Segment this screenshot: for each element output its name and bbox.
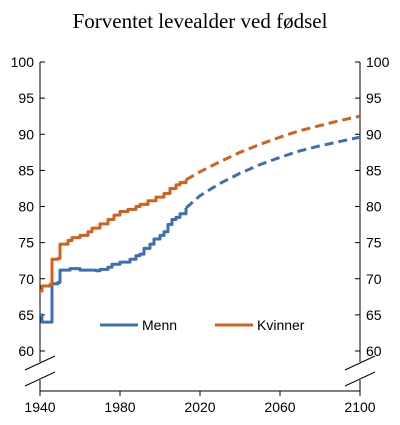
y-tick-label-right: 85 [366, 162, 382, 178]
axis-break-left-lower [24, 371, 56, 387]
series-line-kvinner-historical [40, 179, 188, 293]
x-tick-label: 2060 [264, 399, 295, 415]
x-tick-label: 1940 [24, 399, 55, 415]
series-line-menn-historical [40, 207, 188, 324]
x-tick-label: 2020 [184, 399, 215, 415]
axis-break-right-lower [344, 371, 376, 387]
y-tick-label-left: 85 [18, 162, 34, 178]
x-tick-label: 2100 [344, 399, 375, 415]
x-tick-label: 1980 [104, 399, 135, 415]
axis-break-left-upper [24, 355, 56, 371]
y-tick-label-right: 75 [366, 235, 382, 251]
y-tick-label-right: 80 [366, 199, 382, 215]
y-tick-label-right: 100 [366, 54, 390, 70]
axis-break-right-upper [344, 355, 376, 371]
y-tick-label-right: 70 [366, 271, 382, 287]
y-tick-label-left: 70 [18, 271, 34, 287]
legend-label-menn: Menn [142, 317, 177, 333]
y-tick-label-left: 95 [18, 90, 34, 106]
y-tick-label-left: 90 [18, 126, 34, 142]
y-tick-label-right: 90 [366, 126, 382, 142]
series-line-menn-projection [185, 135, 361, 210]
y-tick-label-left: 100 [11, 54, 35, 70]
y-tick-label-left: 65 [18, 307, 34, 323]
y-tick-label-right: 65 [366, 307, 382, 323]
y-tick-label-left: 75 [18, 235, 34, 251]
y-tick-label-right: 60 [366, 343, 382, 359]
legend-label-kvinner: Kvinner [257, 317, 305, 333]
y-tick-label-left: 80 [18, 199, 34, 215]
chart-title: Forventet levealder ved fødsel [73, 9, 328, 33]
y-tick-label-left: 60 [18, 343, 34, 359]
series-line-kvinner-projection [185, 114, 361, 182]
y-tick-label-right: 95 [366, 90, 382, 106]
